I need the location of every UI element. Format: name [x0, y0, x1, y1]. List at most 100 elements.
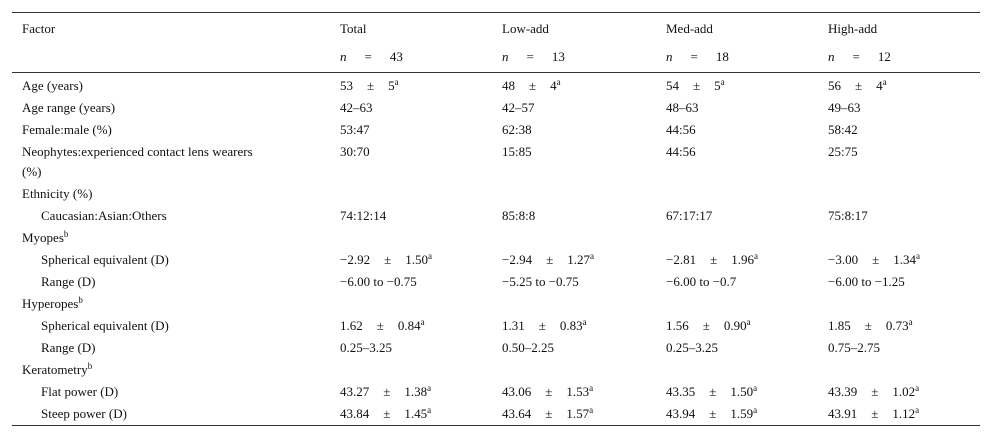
label: Flat power (D)	[41, 384, 119, 399]
footnote-mark: a	[753, 405, 758, 415]
plus-minus: ±	[710, 252, 718, 267]
table-row: Neophytes:experienced contact lens weare…	[12, 141, 980, 183]
value-cell: 1.62 ±0.84a	[340, 315, 502, 337]
n-symbol: n	[340, 49, 347, 64]
label-text: Ethnicity (%)	[22, 184, 267, 204]
label-text: Neophytes:experienced contact lens weare…	[22, 142, 267, 182]
n-equals: =	[364, 49, 372, 64]
label: Spherical equivalent (D)	[41, 252, 169, 267]
value-cell: 43.94 ±1.59a	[666, 403, 828, 426]
plus-minus: ±	[546, 252, 554, 267]
value-cell: 42–63	[340, 100, 373, 115]
value-cell: 0.50–2.25	[502, 340, 554, 355]
plus-minus: ±	[693, 78, 701, 93]
sd: 1.50	[730, 384, 754, 399]
footnote-mark: a	[394, 77, 399, 87]
label: Myopes	[22, 230, 64, 245]
footnote-mark: a	[915, 251, 920, 261]
n-equals: =	[852, 49, 860, 64]
sd: 1.53	[566, 384, 590, 399]
n-value: 12	[877, 49, 891, 64]
value-cell: −3.00 ±1.34a	[828, 249, 980, 271]
value-cell: 25:75	[828, 144, 858, 159]
header-cell: High-add	[828, 21, 878, 36]
sd: 1.38	[404, 384, 428, 399]
footnote-mark: a	[908, 317, 913, 327]
value-cell: 0.75–2.75	[828, 340, 880, 355]
value-cell: 53 ±5a	[340, 73, 502, 98]
mean: 1.62	[340, 318, 363, 333]
row-label: Ethnicity (%)	[12, 183, 340, 205]
sd: 0.84	[397, 318, 421, 333]
sd: 1.57	[566, 406, 590, 421]
footnote-mark: a	[720, 77, 725, 87]
row-label: Keratometryb	[12, 359, 340, 381]
empty-cell	[828, 183, 980, 205]
sd: 0.73	[885, 318, 909, 333]
value-cell: −6.00 to −0.75	[340, 274, 417, 289]
sd: 1.27	[567, 252, 590, 267]
label: Female:male (%)	[22, 122, 112, 137]
header-cell: Med-add	[666, 21, 713, 36]
value-cell: 67:17:17	[666, 208, 713, 223]
table-row: Ethnicity (%)	[12, 183, 980, 205]
footnote-mark: a	[589, 251, 594, 261]
n-cell: n = 43	[340, 43, 502, 73]
label: Caucasian:Asian:Others	[41, 208, 167, 223]
row-label: Hyperopesb	[12, 293, 340, 315]
plus-minus: ±	[545, 384, 553, 399]
label: Hyperopes	[22, 296, 79, 311]
sd: 4	[876, 78, 883, 93]
sd: 4	[550, 78, 557, 93]
footnote-mark: a	[746, 317, 751, 327]
value-cell: 48–63	[666, 100, 699, 115]
value-cell: 0.25–3.25	[666, 340, 718, 355]
value-cell: 0.25–3.25	[340, 340, 392, 355]
value-cell: 1.85 ±0.73a	[828, 315, 980, 337]
n-value: 18	[715, 49, 729, 64]
value-cell: 1.31 ±0.83a	[502, 315, 666, 337]
value-cell: 49–63	[828, 100, 861, 115]
table-body: Age (years) 53 ±5a 48 ±4a 54 ±5a 56 ±4a Age range…	[12, 73, 980, 426]
sd: 1.96	[731, 252, 754, 267]
table-row: Caucasian:Asian:Others 74:12:14 85:8:8 67:1…	[12, 205, 980, 227]
n-equals: =	[526, 49, 534, 64]
mean: 43.39	[828, 384, 858, 399]
row-label: Spherical equivalent (D)	[12, 249, 340, 271]
footnote-mark: b	[78, 295, 83, 305]
empty-cell	[828, 227, 980, 249]
footnote-mark: a	[589, 383, 594, 393]
footnote-mark: a	[420, 317, 425, 327]
label-text: Female:male (%)	[22, 120, 267, 140]
table-row: Female:male (%) 53:47 62:38 44:56 58:42	[12, 119, 980, 141]
value-cell: −2.81 ±1.96a	[666, 249, 828, 271]
label: Age (years)	[22, 78, 83, 93]
sd: 0.90	[723, 318, 747, 333]
footnote-mark: a	[556, 77, 561, 87]
value-cell: 1.56 ±0.90a	[666, 315, 828, 337]
label: Steep power (D)	[41, 406, 127, 421]
plus-minus: ±	[702, 318, 710, 333]
n-symbol: n	[502, 49, 509, 64]
table-row: Age range (years) 42–63 42–57 48–63 49–63	[12, 97, 980, 119]
sd: 5	[714, 78, 721, 93]
sd: 5	[388, 78, 395, 93]
row-label: Spherical equivalent (D)	[12, 315, 340, 337]
table-row: Age (years) 53 ±5a 48 ±4a 54 ±5a 56 ±4a	[12, 73, 980, 98]
plus-minus: ±	[864, 318, 872, 333]
value-cell: −6.00 to −0.7	[666, 274, 737, 289]
value-cell: 54 ±5a	[666, 73, 828, 98]
mean: 43.94	[666, 406, 696, 421]
empty-cell	[502, 227, 666, 249]
footnote-mark: a	[753, 383, 758, 393]
header-row: Factor Total Low-add Med-add High-add	[12, 13, 980, 44]
header-cell	[12, 43, 340, 73]
sd: 1.45	[404, 406, 428, 421]
sd: 1.59	[730, 406, 754, 421]
value-cell: 53:47	[340, 122, 370, 137]
label-text: Age range (years)	[22, 98, 267, 118]
mean: 54	[666, 78, 679, 93]
value-cell: 42–57	[502, 100, 535, 115]
n-cell: n = 13	[502, 43, 666, 73]
mean: 1.85	[828, 318, 851, 333]
